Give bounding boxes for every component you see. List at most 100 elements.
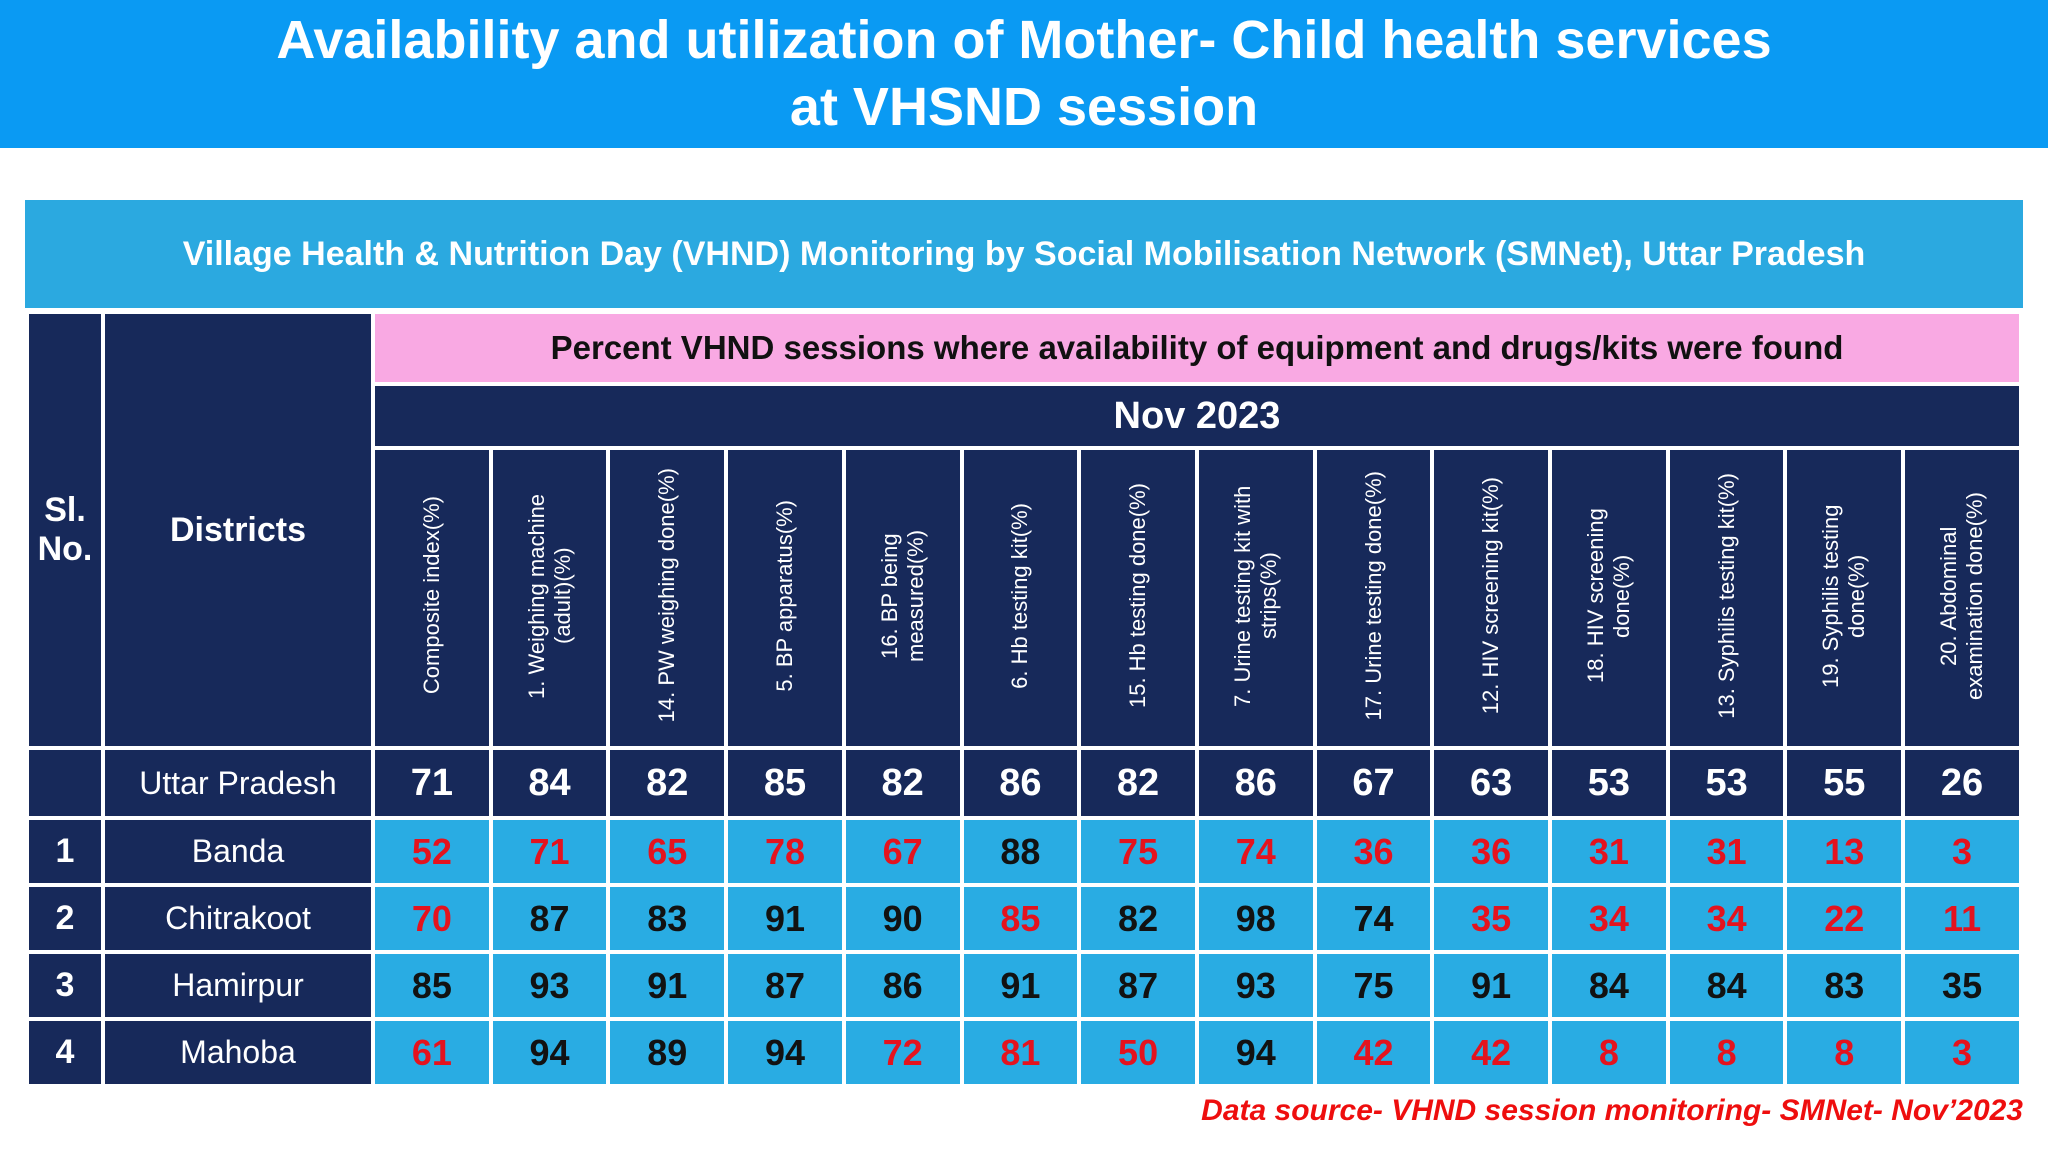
- column-header-label: 12. HIV screening kit(%): [1478, 476, 1504, 715]
- state-value-cell: 82: [606, 746, 729, 820]
- value-cell: 87: [488, 883, 611, 954]
- value-cell: 11: [1901, 883, 2023, 954]
- value-cell: 34: [1665, 883, 1788, 954]
- value-cell: 87: [1077, 950, 1199, 1021]
- column-header-label: 14. PW weighing done(%): [654, 468, 680, 723]
- page-title-line2: at VHSND session: [789, 77, 1259, 137]
- state-value-cell: 86: [1194, 746, 1317, 820]
- state-value-cell: 82: [841, 746, 964, 820]
- column-header-label: 5. BP apparatus(%): [771, 499, 797, 692]
- band-header-cell: Percent VHND sessions where availability…: [371, 310, 2023, 386]
- district-name-cell: Banda: [101, 816, 375, 887]
- value-cell: 75: [1312, 950, 1435, 1021]
- value-cell: 85: [371, 950, 493, 1021]
- column-header-cell-5: 16. BP being measured(%): [841, 446, 964, 750]
- value-cell: 8: [1665, 1017, 1788, 1088]
- period-label: Nov 2023: [1113, 394, 1281, 437]
- page-title: Availability and utilization of Mother- …: [276, 7, 1771, 142]
- state-value-cell: 67: [1312, 746, 1435, 820]
- band-header-label: Percent VHND sessions where availability…: [550, 329, 1844, 366]
- column-header-cell-8: 7. Urine testing kit with strips(%): [1194, 446, 1317, 750]
- value-cell: 91: [959, 950, 1082, 1021]
- state-value-cell: 84: [488, 746, 611, 820]
- district-name-cell: Chitrakoot: [101, 883, 375, 954]
- state-summary-row: Uttar Pradesh 71 84 82 85 82 86 82 86 67 63 53 53 55 2…: [25, 746, 2023, 820]
- value-cell: 93: [1194, 950, 1317, 1021]
- column-header-label: 15. Hb testing done(%): [1125, 482, 1151, 709]
- column-header-cell-11: 18. HIV screening done(%): [1548, 446, 1670, 750]
- value-cell: 22: [1783, 883, 1906, 954]
- district-row-banda: 1 Banda 52 71 65 78 67 88 75 74 36 36 31 31 13 3: [25, 816, 2023, 887]
- value-cell: 36: [1312, 816, 1435, 887]
- state-name-cell: Uttar Pradesh: [101, 746, 375, 820]
- state-value-cell: 53: [1548, 746, 1670, 820]
- column-header-label: 19. Syphilis testing done(%): [1818, 503, 1870, 688]
- value-cell: 3: [1901, 816, 2023, 887]
- value-cell: 87: [724, 950, 846, 1021]
- value-cell: 65: [606, 816, 729, 887]
- value-cell: 72: [841, 1017, 964, 1088]
- page-title-line1: Availability and utilization of Mother- …: [276, 9, 1772, 70]
- column-header-cell-12: 13. Syphilis testing kit(%): [1665, 446, 1788, 750]
- value-cell: 71: [488, 816, 611, 887]
- value-cell: 34: [1548, 883, 1670, 954]
- district-row-chitrakoot: 2 Chitrakoot 70 87 83 91 90 85 82 98 74 35 34 34 22 11: [25, 883, 2023, 954]
- column-header-label: 6. Hb testing kit(%): [1007, 502, 1033, 689]
- state-value-cell: 86: [959, 746, 1082, 820]
- column-headers-row: Composite index(%) 1. Weighing machine (a…: [27, 446, 2023, 750]
- state-value-cell: 71: [371, 746, 493, 820]
- subtitle-text: Village Health & Nutrition Day (VHND) Mo…: [182, 234, 1866, 273]
- data-source-note: Data source- VHND session monitoring- SM…: [1201, 1094, 2023, 1127]
- value-cell: 61: [371, 1017, 493, 1088]
- value-cell: 88: [959, 816, 1082, 887]
- value-cell: 91: [1430, 950, 1553, 1021]
- value-cell: 35: [1901, 950, 2023, 1021]
- value-cell: 91: [724, 883, 846, 954]
- period-cell: Nov 2023: [371, 382, 2023, 450]
- value-cell: 74: [1312, 883, 1435, 954]
- corner-slno-cell: Sl. No.: [25, 310, 105, 750]
- value-cell: 13: [1783, 816, 1906, 887]
- value-cell: 83: [606, 883, 729, 954]
- state-value-cell: 55: [1783, 746, 1906, 820]
- column-header-cell-2: 1. Weighing machine (adult)(%): [488, 446, 611, 750]
- district-slno-cell: 2: [25, 883, 105, 954]
- column-header-label: 18. HIV screening done(%): [1582, 508, 1634, 683]
- value-cell: 52: [371, 816, 493, 887]
- column-header-label: 20. Abdominal examination done(%): [1936, 491, 1988, 700]
- value-cell: 42: [1312, 1017, 1435, 1088]
- state-value-cell: 26: [1901, 746, 2023, 820]
- value-cell: 82: [1077, 883, 1199, 954]
- value-cell: 94: [724, 1017, 846, 1088]
- value-cell: 50: [1077, 1017, 1199, 1088]
- value-cell: 31: [1548, 816, 1670, 887]
- value-cell: 94: [488, 1017, 611, 1088]
- value-cell: 81: [959, 1017, 1082, 1088]
- column-header-label: 13. Syphilis testing kit(%): [1713, 472, 1739, 719]
- value-cell: 84: [1548, 950, 1670, 1021]
- value-cell: 70: [371, 883, 493, 954]
- state-value-cell: 85: [724, 746, 846, 820]
- column-header-cell-1: Composite index(%): [371, 446, 493, 750]
- value-cell: 93: [488, 950, 611, 1021]
- district-name-cell: Mahoba: [101, 1017, 375, 1088]
- state-slno-cell: [25, 746, 105, 820]
- column-header-label: 16. BP being measured(%): [876, 529, 928, 662]
- value-cell: 31: [1665, 816, 1788, 887]
- state-value-cell: 82: [1077, 746, 1199, 820]
- subtitle-bar: Village Health & Nutrition Day (VHND) Mo…: [25, 200, 2023, 308]
- value-cell: 35: [1430, 883, 1553, 954]
- value-cell: 89: [606, 1017, 729, 1088]
- value-cell: 36: [1430, 816, 1553, 887]
- value-cell: 91: [606, 950, 729, 1021]
- column-header-label: Composite index(%): [418, 496, 444, 695]
- column-header-cell-6: 6. Hb testing kit(%): [959, 446, 1082, 750]
- column-header-cell-10: 12. HIV screening kit(%): [1430, 446, 1553, 750]
- value-cell: 78: [724, 816, 846, 887]
- value-cell: 86: [841, 950, 964, 1021]
- value-cell: 74: [1194, 816, 1317, 887]
- value-cell: 42: [1430, 1017, 1553, 1088]
- value-cell: 85: [959, 883, 1082, 954]
- value-cell: 83: [1783, 950, 1906, 1021]
- state-value-cell: 53: [1665, 746, 1788, 820]
